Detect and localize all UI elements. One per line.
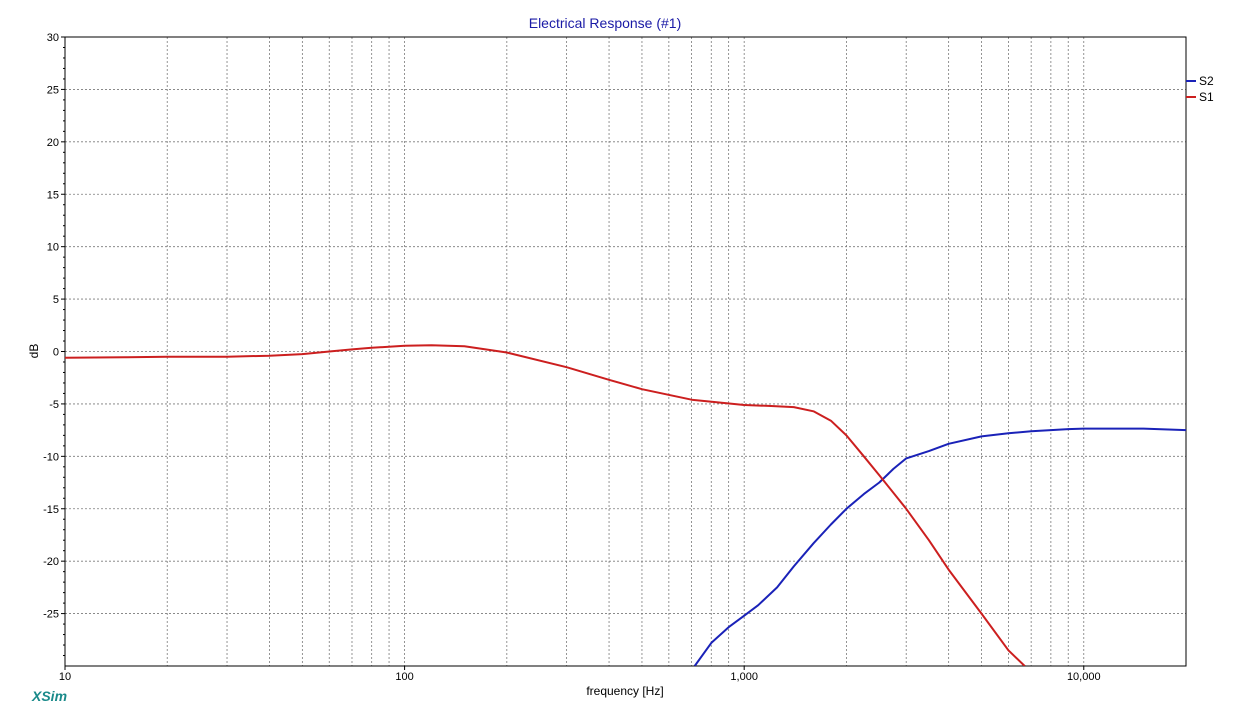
y-tick-label: -10 bbox=[43, 451, 59, 463]
y-tick-label: -20 bbox=[43, 556, 59, 568]
y-tick-label: -25 bbox=[43, 609, 59, 621]
y-tick-label: -5 bbox=[49, 399, 59, 411]
grid bbox=[65, 37, 1186, 666]
series-line-s2 bbox=[693, 427, 1186, 666]
y-tick-label: 15 bbox=[47, 189, 59, 201]
y-axis-label: dB bbox=[27, 344, 41, 359]
chart-title: Electrical Response (#1) bbox=[529, 15, 682, 31]
x-axis-label: frequency [Hz] bbox=[586, 684, 663, 698]
x-tick-label: 1,000 bbox=[730, 671, 758, 683]
y-tick-label: 10 bbox=[47, 242, 59, 254]
legend-label-s2: S2 bbox=[1199, 74, 1214, 88]
x-tick-label: 10,000 bbox=[1067, 671, 1101, 683]
y-tick-label: 0 bbox=[53, 347, 59, 359]
series-lines bbox=[65, 344, 1186, 666]
x-axis-ticks: 10 100 1,000 10,000 bbox=[59, 666, 1101, 683]
y-tick-label: -15 bbox=[43, 504, 59, 516]
x-tick-label: 100 bbox=[395, 671, 413, 683]
y-tick-label: 20 bbox=[47, 137, 59, 149]
y-axis-ticks: 30 25 20 15 10 5 0 -5 -10 -15 -20 -25 bbox=[43, 32, 65, 657]
series-line-s1 bbox=[65, 344, 1026, 666]
y-tick-label: 30 bbox=[47, 32, 59, 44]
x-tick-label: 10 bbox=[59, 671, 71, 683]
legend-label-s1: S1 bbox=[1199, 90, 1214, 104]
xsim-logo: XSim bbox=[31, 688, 67, 704]
y-tick-label: 5 bbox=[53, 294, 59, 306]
y-tick-label: 25 bbox=[47, 84, 59, 96]
